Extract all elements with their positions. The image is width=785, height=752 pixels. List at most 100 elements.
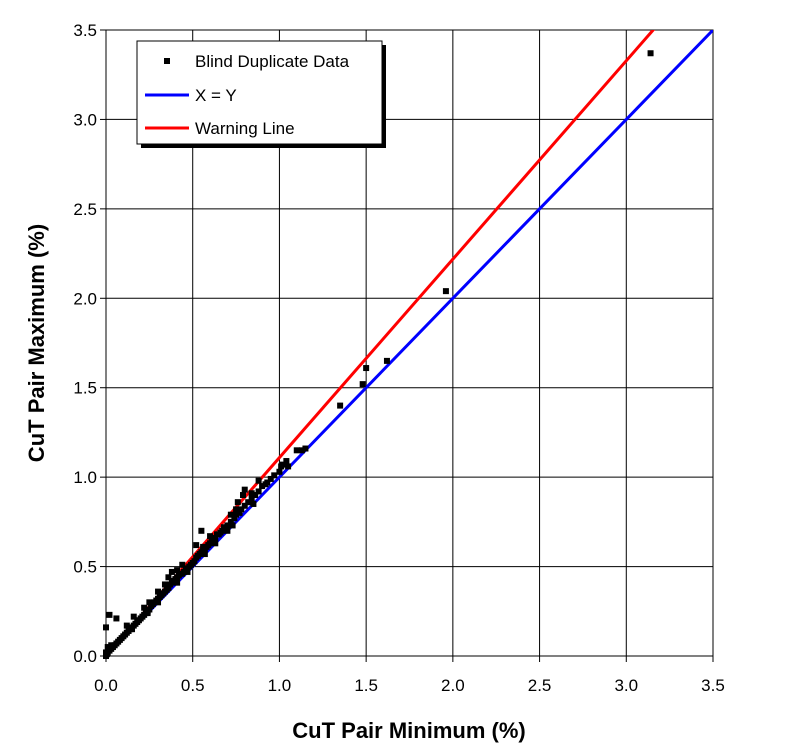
data-point [231,515,238,522]
y-tick-label: 1.5 [73,379,97,398]
data-point [248,490,255,497]
data-point [213,531,220,538]
x-tick-label: 3.5 [701,676,725,695]
data-point [108,642,115,649]
x-tick-label: 1.0 [268,676,292,695]
data-point [262,481,269,488]
data-point [363,365,370,372]
data-point [245,499,252,506]
data-point [241,502,248,509]
data-point [224,522,231,529]
y-tick-label: 0.0 [73,647,97,666]
y-tick-label: 2.0 [73,289,97,308]
data-point [293,447,300,454]
data-point [106,611,113,618]
data-point [255,477,262,484]
data-point [212,540,219,547]
data-point [146,606,153,613]
data-point [155,599,162,606]
data-point [238,506,245,513]
data-point [233,506,240,513]
data-point [201,551,208,558]
data-point [103,624,109,631]
data-point [298,447,305,454]
plot-frame [105,29,714,657]
data-point [255,488,262,495]
data-point [283,458,290,465]
x-tick-label: 2.0 [441,676,465,695]
data-point [165,585,172,592]
data-point [193,542,200,549]
y-tick-label: 3.5 [73,21,97,40]
data-point [168,568,175,575]
data-point [259,483,266,490]
data-point [647,50,654,57]
data-point [248,495,255,502]
data-point [276,468,283,475]
data-point [236,509,243,516]
data-point [161,581,168,588]
data-point [207,533,214,540]
data-point [224,527,231,534]
data-point [337,402,344,409]
data-point [198,527,205,534]
scatter-points [103,50,654,659]
data-point [174,567,181,574]
y-tick-label: 1.0 [73,468,97,487]
data-point [240,492,247,499]
data-point [229,522,236,529]
x-tick-label: 0.0 [94,676,118,695]
x-tick-labels: 0.0 0.5 1.0 1.5 2.0 2.5 3.0 3.5 [94,676,725,695]
y-axis-title: CuT Pair Maximum (%) [24,224,49,462]
y-tick-label: 0.5 [73,558,97,577]
data-point [165,574,172,581]
legend-label-x-y: X = Y [195,86,237,105]
legend: Blind Duplicate Data X = Y Warning Line [136,40,386,148]
data-point [144,610,151,617]
data-point [191,558,198,565]
data-point [212,534,219,541]
data-point [103,649,109,656]
data-point [155,588,162,595]
data-point [233,511,240,518]
legend-items: Blind Duplicate Data X = Y Warning Line [145,52,350,138]
data-point [271,472,278,479]
y-tick-label: 3.0 [73,110,97,129]
data-point [383,357,390,364]
data-point [113,615,120,622]
x-tick-label: 2.5 [528,676,552,695]
y-tick-labels: 0.0 0.5 1.0 1.5 2.0 2.5 3.0 3.5 [73,21,97,666]
data-point [123,622,130,629]
x-axis-title: CuT Pair Minimum (%) [292,718,525,743]
data-point [227,511,234,518]
legend-label-warning-line: Warning Line [195,119,295,138]
data-point [184,568,191,575]
data-point [442,288,449,295]
x-tick-label: 0.5 [181,676,205,695]
data-point [252,492,259,499]
data-point [302,445,309,452]
data-point [267,475,274,482]
data-point [241,486,248,493]
data-point [129,626,136,633]
data-point [278,463,285,470]
data-point [104,644,111,651]
legend-label-blind-duplicate-data: Blind Duplicate Data [195,52,350,71]
x-tick-label: 3.0 [614,676,638,695]
data-point [146,599,153,606]
data-point [174,579,181,586]
data-point [234,499,241,506]
data-point [250,500,257,507]
y-tick-label: 2.5 [73,200,97,219]
legend-swatch-blind-duplicate-data [164,58,170,64]
data-point [130,613,137,620]
data-point [227,518,234,525]
data-point [220,524,227,531]
data-point [200,543,207,550]
x-tick-label: 1.5 [354,676,378,695]
data-point [141,604,148,611]
data-point [179,561,186,568]
data-point [359,381,366,388]
data-point [285,463,292,470]
